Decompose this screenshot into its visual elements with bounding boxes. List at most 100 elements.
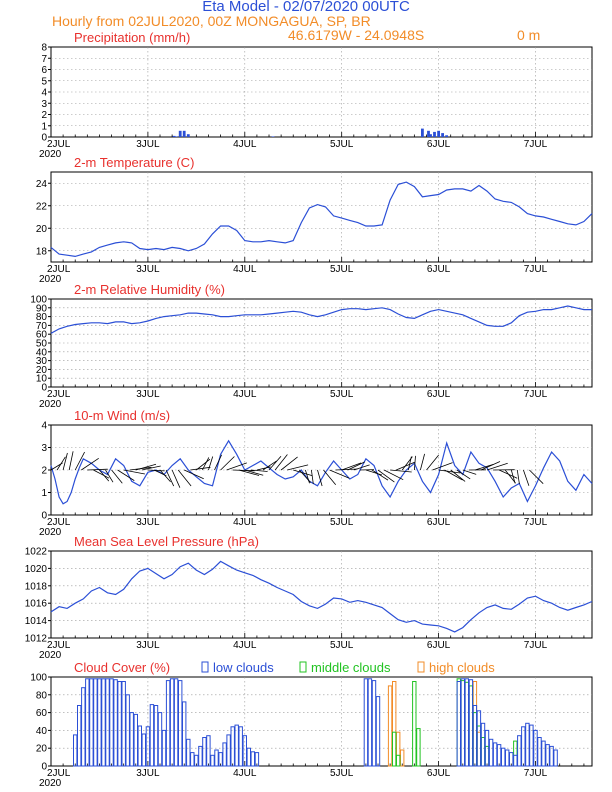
cloud-bar-low [537,737,542,767]
wind-vector [147,469,165,472]
wind-vector [196,458,211,471]
cloud-bar-middle [484,745,490,767]
wind-ytick-label: 4 [41,421,47,432]
cloud-bar-low [492,742,498,767]
wind-vector [190,466,211,471]
cloud-bar-low [105,678,110,767]
cloud-bar-low [178,680,183,767]
temp-frame [50,171,593,263]
chart-header: Eta Model - 02/07/2020 00UTC Hourly from… [0,0,612,48]
wind-vector [171,469,181,488]
precip-xtick-label: 5JUL [330,139,354,150]
legend-swatch-high [417,661,425,673]
wind-vector [317,469,323,487]
cloud-bar-low [525,722,530,767]
temp-ytick-label: 24 [36,179,48,190]
cloud-bar-low [141,733,147,767]
mslp-xtick-label: 3JUL [136,640,160,651]
cloud-frame [50,676,593,767]
wind-vector [407,456,412,471]
rh-ytick-label: 30 [36,356,48,367]
cloud-bar-low [545,744,550,767]
wind-vector [62,452,68,471]
wind-vector [68,451,74,471]
precip-bar [441,133,444,137]
precip-bar [182,130,186,137]
cloud-bar-low [93,678,98,767]
precip-bar [437,130,440,137]
wind-vector [311,469,314,484]
cloud-bar-low [89,678,94,767]
rh-ytick-label: 70 [36,321,48,332]
wind-vector [87,468,108,471]
precip-xtick-year: 2020 [39,149,62,160]
cloud-bar-low [375,696,381,767]
wind-vector [504,469,516,484]
cloud-bar-high [392,681,397,767]
cloud-bar-low [363,678,369,767]
wind-vector [420,453,425,471]
cloud-bar-low [117,681,122,767]
cloud-bar-low [73,734,78,767]
mslp-xtick-label: 6JUL [427,640,451,651]
wind-xtick-label: 2JUL [47,517,71,528]
cloud-bar-low [367,678,373,767]
rh-ytick-label: 100 [30,295,47,306]
temp-xtick-label: 3JUL [136,264,160,275]
cloud-bar-low [109,678,114,767]
cloud-bar-low [218,752,223,767]
cloud-bar-low [480,722,486,767]
precip-ytick-label: 1 [41,121,47,132]
cloud-xtick-label: 6JUL [427,768,451,779]
wind-vector [335,468,358,471]
cloud-bar-low [246,747,252,767]
wind-vector [523,469,530,486]
rh-ytick-label: 60 [36,330,48,341]
wind-panel-title: 10-m Wind (m/s) [74,408,170,423]
wind-vector [323,469,337,486]
cloud-bar-low [137,725,143,767]
wind-vector [329,469,350,479]
wind-vector [353,464,370,471]
rh-ytick-label: 90 [36,303,48,314]
wind-ytick-label: 2 [41,466,47,477]
wind-vector [450,469,466,482]
cloud-bar-low [206,735,211,767]
cloud-bar-low [476,710,482,767]
cloud-bar-middle [416,728,421,767]
temp-panel-title: 2-m Temperature (C) [74,155,194,170]
cloud-bar-low [230,726,235,767]
temp-xtick-label: 4JUL [233,264,257,275]
rh-ytick-label: 0 [41,383,47,394]
cloud-bar-low [153,705,159,767]
cloud-bar-low [226,734,231,767]
wind-vector [99,469,110,482]
wind-vector [444,469,463,481]
precip-ytick-label: 3 [41,99,47,110]
wind-vector [214,454,222,471]
cloud-bar-low [125,694,130,767]
wind-vector [256,466,271,471]
mslp-ytick-label: 1018 [25,581,48,592]
mslp-ytick-label: 1016 [25,599,48,610]
mslp-series-line [50,560,593,633]
cloud-bar-high [387,685,393,767]
wind-vector [208,456,214,471]
cloud-bar-low [513,754,518,767]
wind-xtick-year: 2020 [39,527,62,538]
rh-xtick-label: 5JUL [330,389,354,400]
precip-ytick-label: 6 [41,65,47,76]
cloud-bar-low [501,747,506,767]
cloud-bar-low [549,745,554,767]
rh-xtick-label: 7JUL [524,389,548,400]
cloud-bar-low [238,726,243,767]
cloud-bar-low [161,729,167,767]
wind-vector [293,469,313,477]
precip-xtick-label: 4JUL [233,139,257,150]
cloud-bar-low [242,735,248,767]
mslp-ytick-label: 1022 [25,547,48,558]
cloud-bar-low [85,678,90,767]
wind-vector [238,469,260,476]
wind-vector [474,464,494,471]
wind-vector [510,469,516,484]
